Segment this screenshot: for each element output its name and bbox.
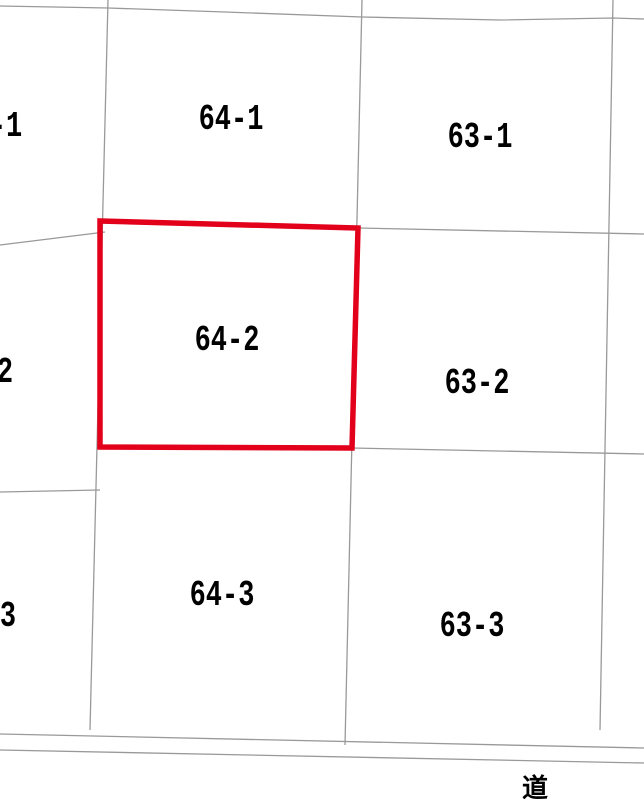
svg-text:2: 2 — [0, 351, 13, 393]
svg-text:-1: -1 — [0, 105, 22, 147]
svg-text:64-1: 64-1 — [199, 98, 264, 140]
svg-text:3: 3 — [0, 595, 16, 637]
svg-text:63-3: 63-3 — [440, 605, 505, 647]
svg-text:64-2: 64-2 — [195, 319, 260, 361]
svg-text:63-1: 63-1 — [448, 116, 513, 158]
svg-text:63-2: 63-2 — [445, 362, 510, 404]
svg-text:道: 道 — [522, 773, 548, 799]
svg-text:64-3: 64-3 — [190, 574, 255, 616]
